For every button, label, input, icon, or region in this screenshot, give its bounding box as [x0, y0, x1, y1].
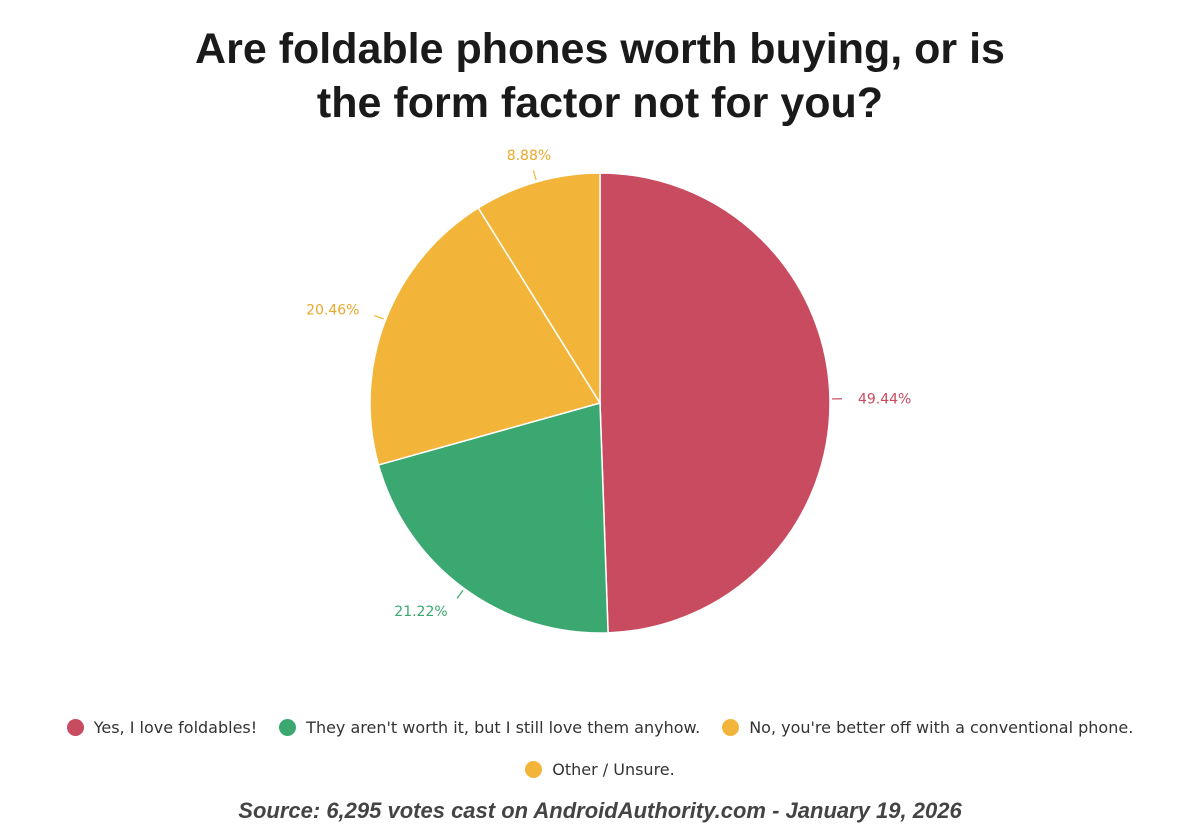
pie-slice-3[interactable]: [477, 172, 601, 406]
source-note: Source: 6,295 votes cast on AndroidAutho…: [238, 798, 962, 823]
pie-slice-2[interactable]: [369, 206, 602, 466]
legend-dot-yes: [66, 718, 84, 736]
legend-item-conventional[interactable]: No, you're better off with a conventiona…: [722, 716, 1133, 738]
legend-label-not-worth-it: They aren't worth it, but I still love t…: [306, 717, 701, 737]
leader-line-3: [532, 170, 537, 181]
legend-item-other[interactable]: Other / Unsure.: [525, 758, 675, 780]
legend-item-not-worth-it[interactable]: They aren't worth it, but I still love t…: [279, 716, 700, 738]
slice-label-0: 49.44%: [858, 391, 911, 407]
pie-slice-0[interactable]: [599, 172, 831, 634]
legend: Yes, I love foldables! They aren't worth…: [40, 716, 1160, 780]
legend-dot-not-worth-it: [279, 718, 297, 736]
legend-label-yes: Yes, I love foldables!: [93, 717, 258, 737]
legend-item-yes[interactable]: Yes, I love foldables!: [66, 716, 258, 738]
legend-label-other: Other / Unsure.: [552, 759, 675, 779]
pie-chart: 49.44% 21.22% 20.46% 8.88%: [306, 148, 911, 634]
legend-dot-other: [525, 760, 543, 778]
pie-slice-1[interactable]: [377, 402, 609, 634]
leader-line-2: [374, 314, 384, 320]
legend-label-conventional: No, you're better off with a conventiona…: [749, 717, 1134, 737]
leader-line-1: [456, 589, 464, 599]
legend-dot-conventional: [722, 718, 740, 736]
slice-label-3: 8.88%: [507, 148, 551, 164]
chart-title: Are foldable phones worth buying, or is …: [195, 25, 1005, 127]
slice-label-1: 21.22%: [394, 604, 447, 620]
slice-label-2: 20.46%: [306, 303, 359, 319]
